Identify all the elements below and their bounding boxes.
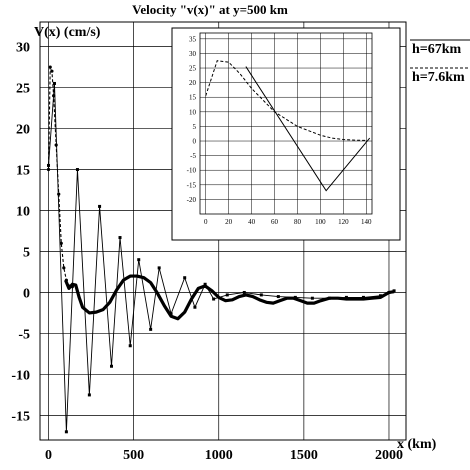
y-tick-label: 10 <box>16 205 30 220</box>
series-marker-h67 <box>47 163 51 167</box>
series-marker-h7-6 <box>48 65 52 69</box>
series-marker-h67 <box>212 297 216 301</box>
inset-plot-frame <box>199 32 373 215</box>
inset-x-tick-label: 80 <box>294 218 302 226</box>
inset-x-tick-label: 100 <box>315 218 326 226</box>
y-axis-label: V(x) (cm/s) <box>34 25 101 40</box>
x-tick-label: 0 <box>45 448 52 463</box>
legend-label: h=7.6km <box>412 70 465 85</box>
inset-y-tick-label: -5 <box>190 152 196 160</box>
y-tick-label: 30 <box>16 41 30 56</box>
inset-y-tick-label: 30 <box>189 50 197 58</box>
series-marker-h67 <box>203 282 207 286</box>
inset-x-tick-label: 0 <box>204 218 208 226</box>
series-marker-h7-6 <box>46 167 51 172</box>
series-marker-h67 <box>259 293 263 297</box>
inset-y-tick-label: 35 <box>189 35 197 43</box>
y-tick-label: 15 <box>16 164 30 179</box>
series-marker-h67 <box>361 295 365 299</box>
series-marker-h67 <box>344 295 348 299</box>
series-marker-h67 <box>276 295 280 299</box>
y-tick-label: 5 <box>23 245 30 260</box>
inset-x-tick-label: 20 <box>225 218 233 226</box>
inset-x-tick-label: 60 <box>271 218 279 226</box>
legend: h=67km h=7.6km <box>410 39 470 85</box>
series-marker-h7-6 <box>54 143 58 147</box>
series-marker-h7-6 <box>62 266 66 270</box>
series-marker-h67 <box>137 258 141 262</box>
series-marker-h67 <box>64 430 68 434</box>
series-marker-h67 <box>98 204 102 208</box>
inset-y-tick-label: 5 <box>193 123 197 131</box>
x-tick-label: 500 <box>123 448 144 463</box>
inset-y-tick-label: 0 <box>193 138 197 146</box>
series-marker-h67 <box>193 305 197 309</box>
series-marker-h67 <box>242 290 246 294</box>
series-line-thick <box>64 274 395 321</box>
inset-y-tick-label: 20 <box>189 79 197 87</box>
main-plot-frame <box>39 21 407 441</box>
main-series-group <box>46 65 396 434</box>
series-marker-h7-6 <box>57 192 61 196</box>
series-marker-h67 <box>310 296 314 300</box>
inset-x-tick-label: 140 <box>361 218 372 226</box>
series-marker-h67 <box>118 236 122 240</box>
inset-x-tick-label: 40 <box>248 218 256 226</box>
inset-y-tick-label: 25 <box>189 65 197 73</box>
series-marker-h67 <box>392 289 396 293</box>
series-marker-h67 <box>128 344 132 348</box>
series-marker-h67 <box>75 168 79 172</box>
y-tick-label: 0 <box>23 286 30 301</box>
inset-series-solid <box>245 66 371 192</box>
series-marker-h7-6 <box>52 94 56 98</box>
y-tick-label: 20 <box>16 123 30 138</box>
inset-y-tick-label: -20 <box>187 196 197 204</box>
series-marker-h7-6 <box>50 69 54 73</box>
inset-y-tick-label: 15 <box>189 94 197 102</box>
series-marker-h67 <box>225 293 229 297</box>
series-marker-h7-6 <box>59 241 63 245</box>
y-tick-label: 25 <box>16 82 30 97</box>
inset-y-tick-label: 10 <box>189 108 197 116</box>
inset-chart: 0 20 40 60 80 100 120 140 35 30 25 20 15 10 5 0 -5 -10 -15… <box>171 27 401 241</box>
inset-x-tick-label: 120 <box>338 218 349 226</box>
inset-y-tick-label: -10 <box>187 167 197 175</box>
y-tick-label: -5 <box>18 327 30 342</box>
inset-box <box>171 27 401 241</box>
y-tick-label: -15 <box>11 409 30 424</box>
x-axis-label: x (km) <box>397 437 437 452</box>
series-marker-h67 <box>109 364 113 368</box>
inset-y-tick-label: -15 <box>187 181 197 189</box>
y-tick-label: -10 <box>11 368 30 383</box>
x-tick-label: 1000 <box>205 448 233 463</box>
legend-label: h=67km <box>412 42 462 57</box>
series-marker-h67 <box>52 81 56 85</box>
chart-title: Velocity "v(x)" at y=500 km <box>132 2 288 17</box>
series-marker-h67 <box>149 327 153 331</box>
series-marker-h67 <box>157 266 161 270</box>
inset-series-dashed <box>205 60 367 141</box>
x-tick-label: 2000 <box>375 448 403 463</box>
series-marker-h67 <box>183 276 187 280</box>
x-tick-label: 1500 <box>290 448 318 463</box>
series-marker-h67 <box>87 393 91 397</box>
